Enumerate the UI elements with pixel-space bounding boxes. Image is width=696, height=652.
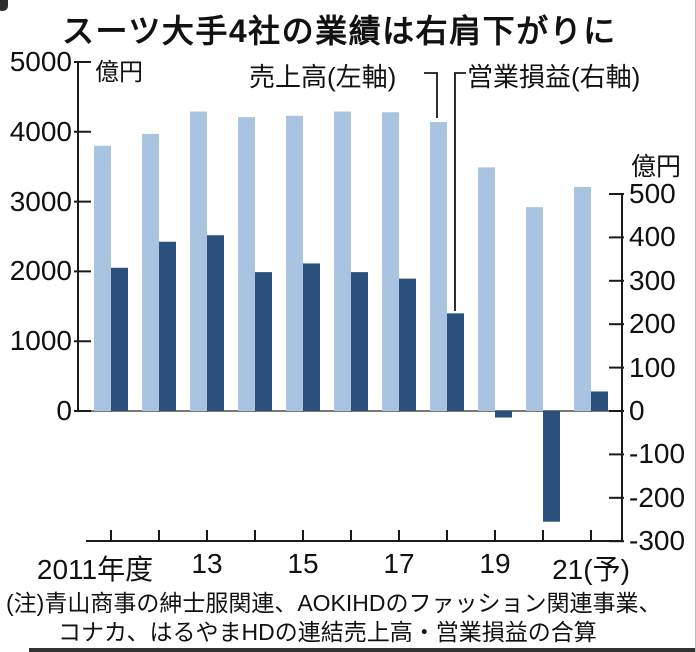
operating-profit-bar <box>495 411 512 418</box>
x-axis-tick-label: 15 <box>287 548 319 579</box>
left-axis-unit-label: 億円 <box>95 59 143 86</box>
sales-bar <box>190 111 207 412</box>
right-axis-tick-label: 0 <box>629 395 645 426</box>
source-note-line-1: (注)青山商事の紳士服関連、AOKIHDのファッション関連事業、 <box>6 590 662 616</box>
sales-bar <box>526 207 543 411</box>
screenshot-bottom-edge-artifact <box>29 648 696 652</box>
right-axis-tick-label: -200 <box>629 481 686 513</box>
right-axis-tick-label: 100 <box>629 351 676 383</box>
operating-profit-bar <box>543 411 560 522</box>
operating-profit-bar <box>111 267 128 411</box>
operating-profit-bar <box>399 278 416 411</box>
x-axis-tick-label: 21(予) <box>552 554 630 585</box>
left-axis-tick-label: 1000 <box>9 325 72 357</box>
sales-bar <box>382 112 399 412</box>
x-axis-tick-label: 13 <box>191 548 223 579</box>
sales-bar <box>478 167 495 411</box>
sales-bar <box>574 186 591 411</box>
left-axis-tick-label: 4000 <box>9 115 72 147</box>
chart-title: スーツ大手4社の業績は右肩下がりに <box>62 13 617 49</box>
operating-profit-bar <box>207 235 224 411</box>
operating-profit-bar <box>591 391 608 411</box>
source-note: (注)青山商事の紳士服関連、AOKIHDのファッション関連事業、 コナカ、はるや… <box>6 589 662 647</box>
legend-sales-label: 売上高(左軸) <box>249 62 397 92</box>
right-axis-tick-label: 200 <box>629 308 676 340</box>
right-axis-tick-label: 400 <box>629 221 676 253</box>
sales-bar <box>286 115 303 411</box>
x-axis-tick-label: 17 <box>383 548 415 579</box>
left-axis-tick-label: 5000 <box>9 46 72 77</box>
sales-bar <box>238 117 255 411</box>
right-axis-tick-label: 300 <box>629 264 676 296</box>
legend-sales-leader-line <box>424 72 438 118</box>
right-axis-tick-label: -100 <box>629 438 686 470</box>
screenshot-corner-artifact <box>0 0 8 11</box>
operating-profit-bar <box>447 313 464 411</box>
right-axis-tick-label: -300 <box>629 525 686 557</box>
left-axis-tick-label: 2000 <box>9 255 72 287</box>
sales-bar <box>334 111 351 412</box>
x-axis-tick-label: 2011年度 <box>36 554 154 585</box>
sales-bar <box>430 122 447 411</box>
legend-op-label: 営業損益(右軸) <box>467 62 641 92</box>
operating-profit-bar <box>159 241 176 411</box>
left-axis-tick-label: 0 <box>56 395 72 426</box>
legend-op-leader-line <box>454 72 466 311</box>
operating-profit-bar <box>303 263 320 411</box>
right-axis-unit-label: 億円 <box>631 153 682 181</box>
right-axis-tick-label: 500 <box>629 178 676 209</box>
sales-bar <box>94 145 111 411</box>
sales-bar <box>142 133 159 412</box>
left-axis-tick-label: 3000 <box>9 185 72 217</box>
operating-profit-bar <box>351 272 368 411</box>
x-axis-tick-label: 19 <box>479 548 511 579</box>
operating-profit-bar <box>255 272 272 411</box>
source-note-line-2: コナカ、はるやまHDの連結売上高・営業損益の合算 <box>58 619 597 645</box>
